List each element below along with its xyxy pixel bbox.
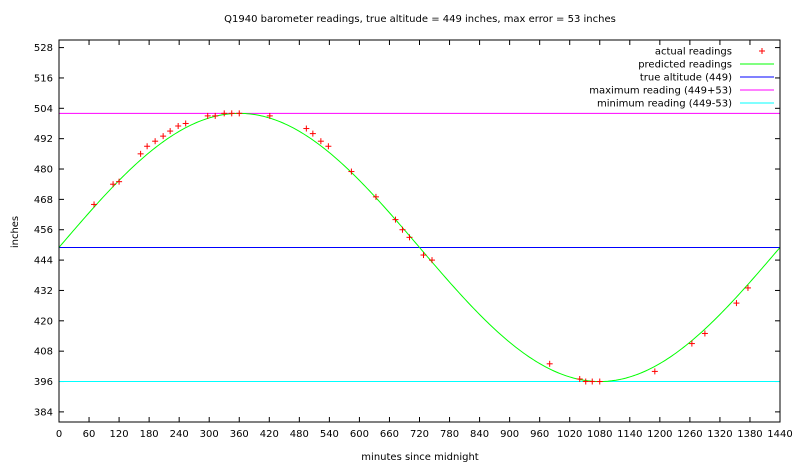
x-tick-label: 720 [410, 429, 429, 440]
x-tick-label: 840 [470, 429, 489, 440]
reading-point [175, 123, 182, 130]
y-tick-label: 384 [34, 407, 53, 418]
y-tick-label: 504 [34, 104, 53, 115]
x-tick-label: 660 [380, 429, 399, 440]
reading-point [303, 125, 310, 132]
reading-point [212, 112, 219, 119]
y-tick-label: 528 [34, 43, 53, 54]
reading-point [182, 120, 189, 127]
x-tick-label: 180 [140, 429, 159, 440]
reading-point [152, 138, 159, 145]
y-axis-label: inches [10, 216, 21, 248]
y-tick-label: 408 [34, 347, 53, 358]
reading-point [733, 300, 740, 307]
y-tick-label: 468 [34, 195, 53, 206]
reading-point [236, 110, 243, 117]
reading-point [348, 168, 355, 175]
x-tick-label: 1260 [677, 429, 702, 440]
reading-point [688, 340, 695, 347]
reading-point [228, 110, 235, 117]
reading-point [325, 143, 332, 150]
x-tick-label: 1020 [557, 429, 582, 440]
reading-point [429, 257, 436, 264]
x-tick-label: 960 [530, 429, 549, 440]
reading-point [392, 216, 399, 223]
chart-title: Q1940 barometer readings, true altitude … [224, 14, 616, 25]
reading-point [137, 150, 144, 157]
reading-point [420, 252, 427, 259]
reading-point [546, 360, 553, 367]
x-tick-label: 1380 [737, 429, 762, 440]
reading-point [309, 130, 316, 137]
reading-point [399, 226, 406, 233]
legend-label: maximum reading (449+53) [589, 86, 732, 97]
x-tick-label: 1080 [587, 429, 612, 440]
plot-area: 0 60 120 180 240 300 360 420 480 540 600 660 720 780 8… [34, 39, 793, 440]
x-tick-label: 1200 [647, 429, 672, 440]
x-tick-label: 600 [350, 429, 369, 440]
y-tick-label: 480 [34, 165, 53, 176]
reading-point [116, 178, 123, 185]
reading-point [576, 375, 583, 382]
legend: actual readings predicted readings true al… [589, 47, 774, 110]
legend-label: true altitude (449) [640, 73, 732, 84]
predicted-curve [58, 112, 781, 383]
reading-point [204, 112, 211, 119]
x-tick-label: 1440 [767, 429, 792, 440]
legend-marker [759, 48, 765, 54]
x-tick-label: 900 [500, 429, 519, 440]
x-tick-label: 420 [260, 429, 279, 440]
y-tick-label: 432 [34, 286, 53, 297]
reading-point [589, 378, 596, 385]
x-tick-label: 540 [320, 429, 339, 440]
y-tick-label: 456 [34, 225, 53, 236]
reading-point [582, 378, 589, 385]
reading-point [266, 112, 273, 119]
reading-point [596, 378, 603, 385]
x-tick-label: 60 [83, 429, 96, 440]
x-tick-label: 240 [170, 429, 189, 440]
reading-point [144, 143, 151, 150]
x-tick-label: 300 [200, 429, 219, 440]
y-tick-label: 516 [34, 73, 53, 84]
plot-frame [58, 39, 781, 423]
x-axis-label: minutes since midnight [361, 452, 478, 463]
x-tick-label: 1320 [707, 429, 732, 440]
reading-point [160, 133, 167, 140]
x-tick-label: 780 [440, 429, 459, 440]
x-tick-label: 360 [230, 429, 249, 440]
legend-label: actual readings [655, 47, 732, 58]
reading-point [91, 201, 98, 208]
x-tick-label: 120 [110, 429, 129, 440]
reading-point [317, 138, 324, 145]
y-tick-label: 420 [34, 316, 53, 327]
reading-point [110, 181, 117, 188]
reading-point [701, 330, 708, 337]
y-tick-label: 444 [34, 256, 53, 267]
legend-label: predicted readings [638, 60, 732, 71]
reading-point [221, 110, 228, 117]
x-tick-label: 480 [290, 429, 309, 440]
x-tick-label: 1140 [617, 429, 642, 440]
x-tick-label: 0 [56, 429, 62, 440]
reading-point [651, 368, 658, 375]
y-tick-label: 396 [34, 377, 53, 388]
reading-point [372, 193, 379, 200]
reading-point [167, 128, 174, 135]
y-tick-label: 492 [34, 134, 53, 145]
reading-point [406, 234, 413, 241]
legend-label: minimum reading (449-53) [597, 99, 732, 110]
reading-point [744, 284, 751, 291]
